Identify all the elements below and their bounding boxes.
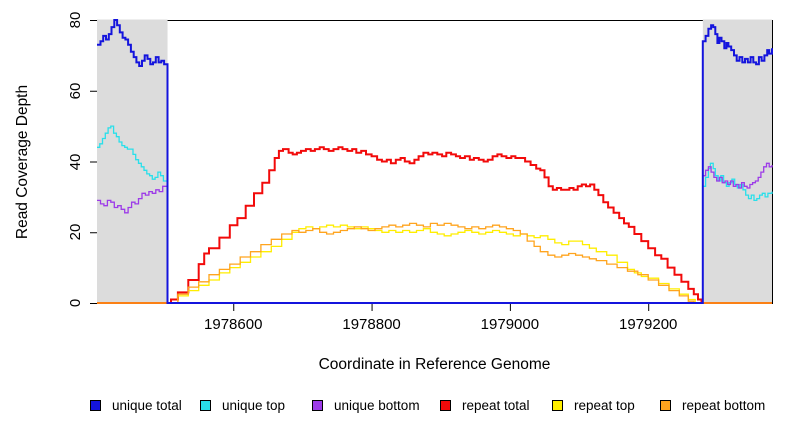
legend-item-unique-top: unique top <box>200 397 286 413</box>
legend-item-unique-bottom: unique bottom <box>312 397 420 413</box>
y-tick-label: 40 <box>67 153 84 170</box>
legend-swatch-icon <box>200 399 211 411</box>
legend-swatch-icon <box>90 399 101 411</box>
x-axis-title: Coordinate in Reference Genome <box>318 356 551 373</box>
legend-label: unique bottom <box>334 397 420 413</box>
legend-item-unique-total: unique total <box>90 397 182 413</box>
series-line-repeat-total <box>97 146 772 304</box>
y-tick-label: 60 <box>67 82 84 100</box>
legend-label: repeat top <box>574 397 635 413</box>
y-tick-label: 80 <box>67 11 84 29</box>
legend-item-repeat-top: repeat top <box>552 397 635 413</box>
legend-label: repeat total <box>462 397 530 413</box>
plot-box <box>97 20 773 304</box>
legend-swatch-icon <box>660 399 671 411</box>
legend-item-repeat-bottom: repeat bottom <box>660 397 766 413</box>
y-tick-label: 0 <box>67 298 84 308</box>
legend-item-repeat-total: repeat total <box>440 397 530 413</box>
series-line-repeat-top <box>97 224 772 304</box>
y-axis-title: Read Coverage Depth <box>14 84 31 240</box>
series-line-repeat-bottom <box>97 222 772 304</box>
series-line-unique-total <box>97 19 773 304</box>
legend-label: unique total <box>112 397 182 413</box>
legend-swatch-icon <box>312 399 323 411</box>
x-tick-label: 1978800 <box>342 316 401 333</box>
legend-swatch-icon <box>440 399 451 411</box>
legend-label: unique top <box>222 397 286 413</box>
y-tick-label: 20 <box>67 223 84 241</box>
x-tick-label: 1979200 <box>619 316 678 333</box>
shaded-region <box>97 19 168 304</box>
legend-swatch-icon <box>552 399 563 411</box>
x-tick-label: 1979000 <box>480 316 540 333</box>
series-line-unique-bottom <box>97 162 773 304</box>
x-tick-label: 1978600 <box>204 316 263 333</box>
shaded-region <box>702 19 772 304</box>
legend-label: repeat bottom <box>682 397 766 413</box>
